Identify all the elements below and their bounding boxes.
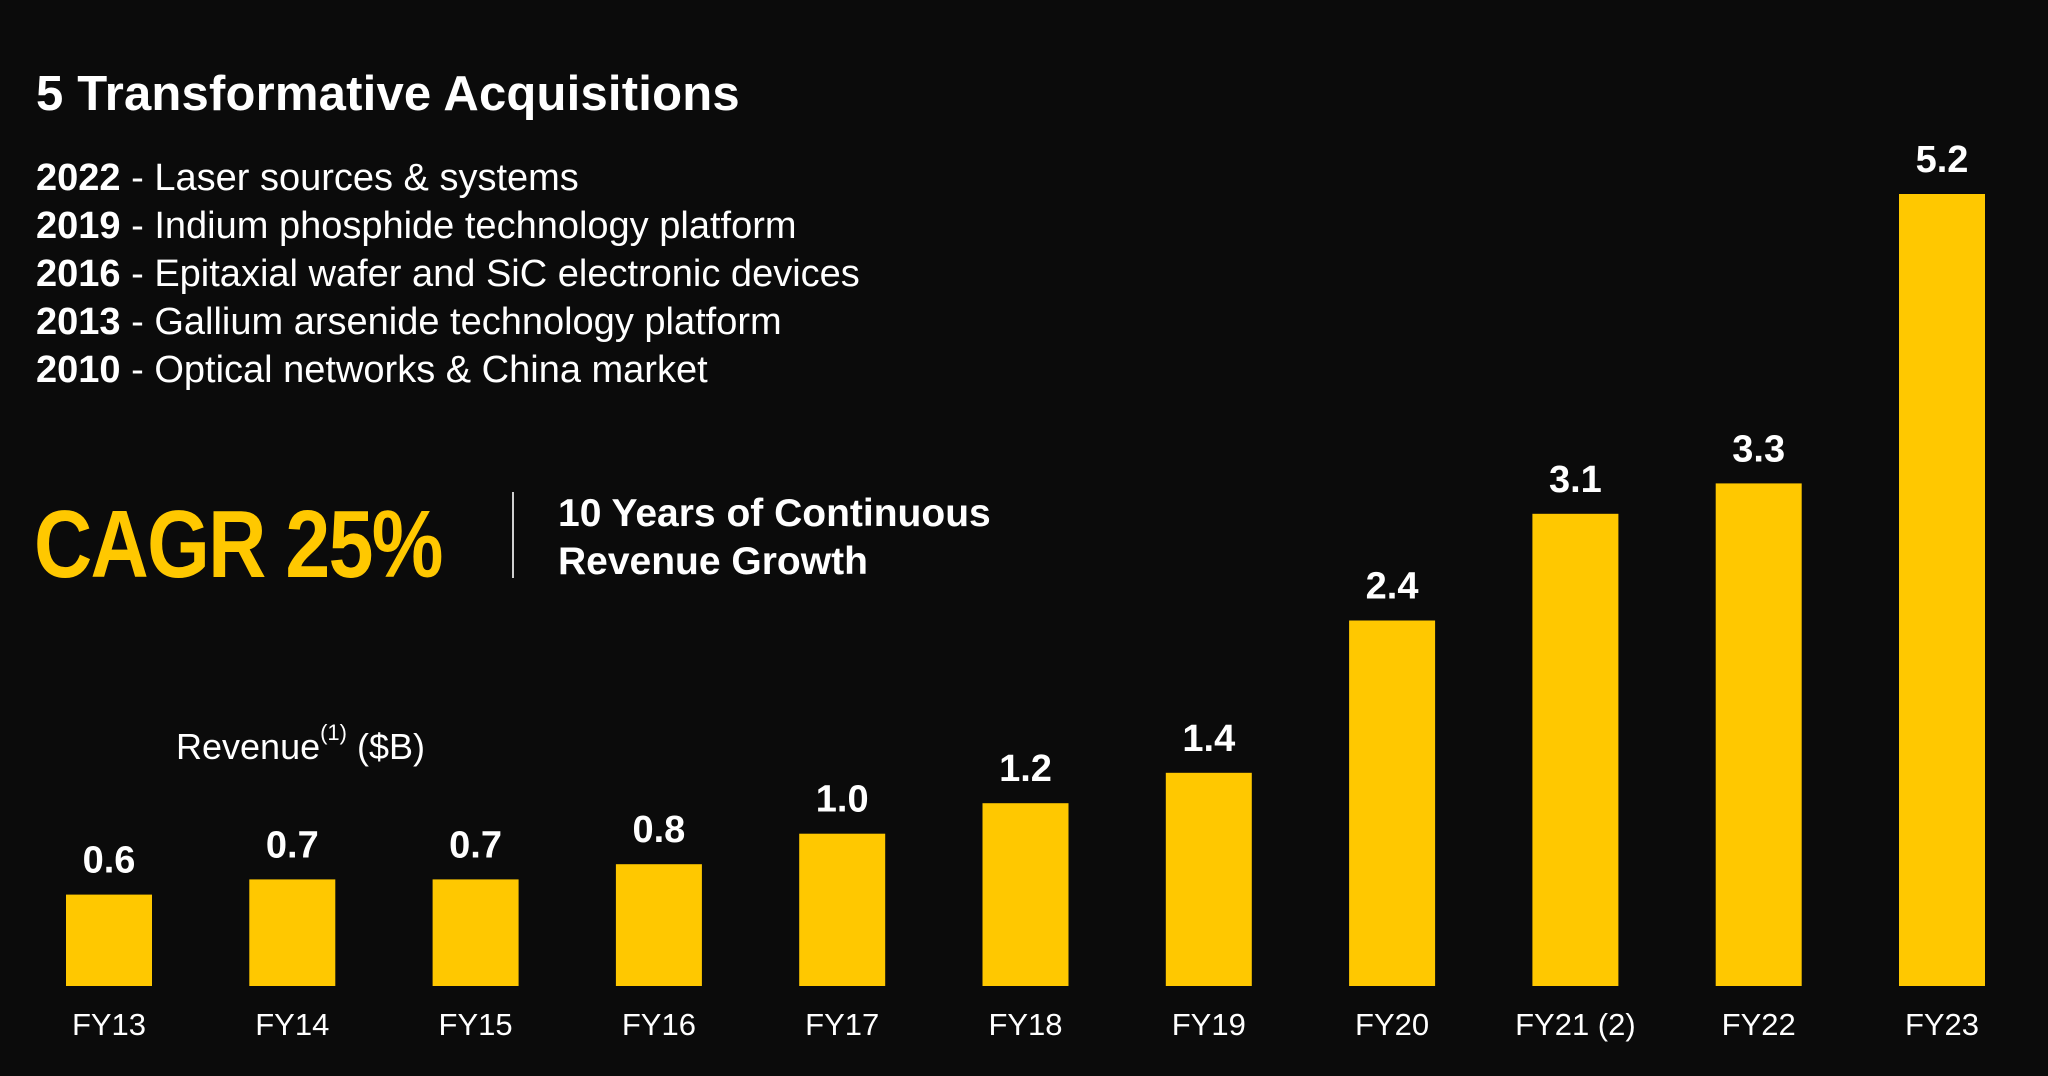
bar-value-label: 0.8 <box>632 809 685 851</box>
acquisition-separator: - <box>120 301 155 343</box>
revenue-axis-label: Revenue(1) ($B) <box>176 720 426 768</box>
acquisition-desc: Gallium arsenide technology platform <box>154 301 782 343</box>
bar-fy21-2 <box>1532 513 1619 986</box>
bar-fy14 <box>249 879 336 986</box>
acquisition-separator: - <box>120 205 155 247</box>
acquisition-year: 2013 <box>36 301 121 343</box>
category-tick-label: FY13 <box>72 1007 146 1042</box>
acquisition-item: 2010 - Optical networks & China market <box>36 346 860 394</box>
bar-value-label: 0.6 <box>83 840 136 882</box>
acquisition-separator: - <box>120 349 155 391</box>
acquisition-year: 2022 <box>36 157 121 199</box>
bar-fy17 <box>799 833 886 986</box>
bar-fy15 <box>432 879 519 986</box>
category-tick-label: FY23 <box>1905 1007 1979 1042</box>
acquisition-desc: Optical networks & China market <box>154 349 708 391</box>
revenue-footnote-marker: (1) <box>320 720 347 745</box>
page-title: 5 Transformative Acquisitions <box>36 67 740 121</box>
revenue-label-main: Revenue <box>176 726 321 767</box>
acquisition-year: 2016 <box>36 253 121 295</box>
category-tick-label: FY18 <box>988 1007 1062 1042</box>
vertical-divider <box>512 492 514 578</box>
growth-caption: 10 Years of Continuous Revenue Growth <box>558 490 991 586</box>
bar-value-label: 5.2 <box>1916 139 1969 181</box>
bar-fy13 <box>66 894 152 986</box>
acquisition-item: 2016 - Epitaxial wafer and SiC electroni… <box>36 250 860 298</box>
acquisition-item: 2019 - Indium phosphide technology platf… <box>36 202 860 250</box>
bar-value-label: 3.1 <box>1549 459 1602 501</box>
bar-value-label: 3.3 <box>1732 428 1785 470</box>
bar-fy18 <box>982 803 1069 986</box>
category-tick-label: FY14 <box>255 1007 329 1042</box>
acquisition-item: 2013 - Gallium arsenide technology platf… <box>36 298 860 346</box>
bar-fy19 <box>1165 772 1252 986</box>
bar-value-label: 0.7 <box>266 824 319 866</box>
category-tick-label: FY20 <box>1355 1007 1429 1042</box>
bar-value-label: 1.4 <box>1182 718 1235 760</box>
bar-group <box>66 194 1985 986</box>
acquisition-year: 2010 <box>36 349 121 391</box>
acquisition-list: 2022 - Laser sources & systems 2019 - In… <box>36 154 860 394</box>
acquisition-desc: Epitaxial wafer and SiC electronic devic… <box>154 253 860 295</box>
category-tick-label: FY22 <box>1722 1007 1796 1042</box>
growth-caption-line1: 10 Years of Continuous <box>558 492 991 535</box>
category-tick-label: FY17 <box>805 1007 879 1042</box>
bar-value-label: 0.7 <box>449 824 502 866</box>
category-tick-label: FY16 <box>622 1007 696 1042</box>
revenue-label-unit: ($B) <box>347 726 426 767</box>
value-label-group: 0.6 0.7 0.7 0.8 1.0 1.2 1.4 2.4 3.1 3.3 5.2 <box>83 139 1969 882</box>
acquisition-desc: Indium phosphide technology platform <box>154 205 797 247</box>
acquisition-item: 2022 - Laser sources & systems <box>36 154 860 202</box>
bar-fy22 <box>1715 483 1802 986</box>
acquisition-separator: - <box>120 157 155 199</box>
bar-value-label: 1.2 <box>999 748 1052 790</box>
bar-fy23 <box>1899 194 1985 986</box>
bar-value-label: 2.4 <box>1366 566 1419 608</box>
category-tick-label: FY15 <box>439 1007 513 1042</box>
bar-fy20 <box>1349 620 1436 986</box>
category-tick-label: FY19 <box>1172 1007 1246 1042</box>
acquisition-year: 2019 <box>36 205 121 247</box>
category-tick-label: FY21 (2) <box>1515 1007 1636 1042</box>
growth-caption-line2: Revenue Growth <box>558 540 868 583</box>
acquisition-separator: - <box>120 253 155 295</box>
acquisition-desc: Laser sources & systems <box>154 157 579 199</box>
bar-value-label: 1.0 <box>816 779 869 821</box>
category-label-group: FY13 FY14 FY15 FY16 FY17 FY18 FY19 FY20 FY21 (2)… <box>72 1007 1979 1042</box>
bar-fy16 <box>615 864 702 986</box>
cagr-headline: CAGR 25% <box>34 491 443 598</box>
